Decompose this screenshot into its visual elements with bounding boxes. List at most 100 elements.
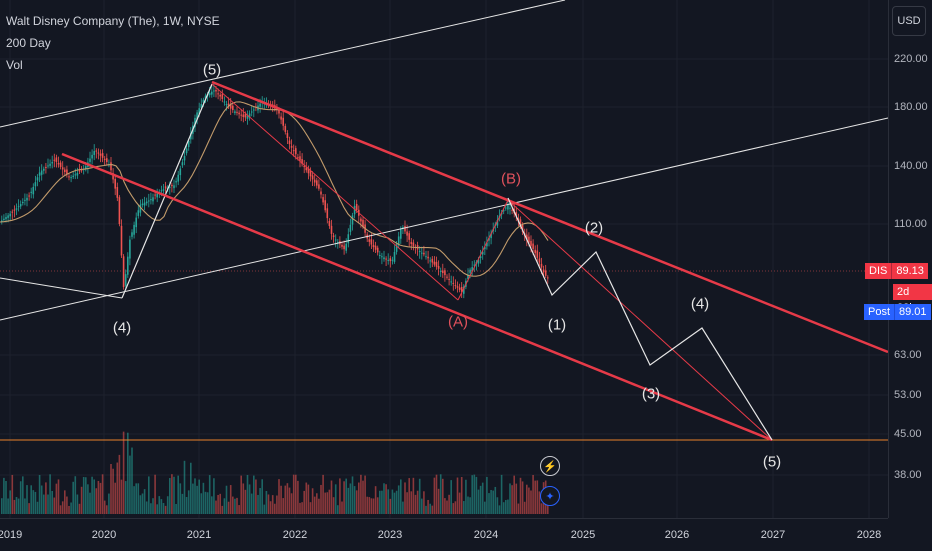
volume-bar: [139, 495, 142, 514]
volume-bar: [511, 485, 513, 514]
candle-body: [1, 220, 3, 222]
candle-body: [307, 168, 310, 174]
volume-bar: [526, 484, 528, 514]
candle-body: [488, 238, 490, 241]
candle-body: [28, 195, 30, 197]
volume-bar: [334, 484, 337, 514]
candle-body: [219, 94, 221, 97]
candle-body: [190, 133, 192, 140]
volume-bar: [202, 482, 205, 514]
candle-body: [526, 234, 528, 240]
candle-body: [248, 113, 251, 118]
candle-body: [137, 210, 140, 216]
volume-bar: [24, 498, 26, 514]
volume-bar: [45, 482, 47, 514]
volume-bar: [148, 476, 150, 514]
candle-body: [175, 181, 177, 183]
volume-bar: [257, 494, 259, 514]
volume-bar: [303, 490, 305, 514]
volume-bar: [435, 474, 438, 514]
volume-bar: [156, 504, 158, 514]
volume-bar: [211, 496, 213, 514]
candle-body: [534, 249, 536, 254]
candle-body: [427, 256, 429, 259]
candle-body: [173, 185, 175, 189]
candle-body: [11, 211, 14, 213]
currency-button[interactable]: USD: [892, 6, 926, 36]
candle-body: [99, 153, 102, 156]
volume-bars: [1, 431, 549, 514]
candle-body: [324, 200, 326, 211]
sparkle-icon[interactable]: ✦: [540, 486, 560, 506]
candle-body: [316, 180, 318, 186]
candle-body: [3, 218, 5, 220]
volume-bar: [284, 485, 287, 514]
volume-bar: [521, 481, 524, 514]
candle-body: [135, 217, 137, 228]
volume-bar: [110, 463, 112, 514]
candle-body: [124, 274, 127, 286]
candle-body: [320, 191, 322, 195]
volume-bar: [393, 492, 396, 514]
volume-bar: [330, 480, 333, 514]
volume-bar: [313, 496, 316, 514]
candle-body: [116, 187, 119, 198]
candle-body: [13, 209, 16, 211]
candle-body: [309, 170, 312, 177]
candle-body: [162, 189, 165, 191]
volume-bar: [64, 490, 66, 514]
lightning-icon[interactable]: ⚡: [540, 456, 560, 476]
candle-body: [110, 162, 112, 171]
candle-body: [246, 115, 249, 119]
volume-bar: [406, 492, 408, 514]
volume-bar: [38, 475, 41, 514]
volume-bar: [80, 486, 83, 514]
volume-bar: [379, 490, 381, 514]
candle-body: [479, 256, 482, 259]
candles: [1, 83, 549, 299]
candle-body: [208, 92, 211, 96]
volume-bar: [309, 502, 312, 514]
volume-bar: [418, 478, 421, 514]
volume-bar: [437, 488, 440, 514]
candle-body: [328, 221, 331, 226]
last-price-tag: DIS 89.13: [865, 263, 928, 279]
price-tick: 220.00: [894, 53, 928, 65]
wave-label-3: (3): [641, 385, 661, 403]
candle-body: [547, 277, 549, 279]
volume-bar: [444, 498, 446, 514]
candle-body: [169, 186, 171, 188]
candle-body: [326, 208, 329, 219]
candle-body: [452, 282, 455, 284]
candle-body: [423, 252, 425, 255]
volume-bar: [250, 493, 253, 514]
candle-body: [280, 116, 282, 120]
volume-bar: [131, 447, 133, 514]
volume-bar: [59, 505, 62, 514]
time-axis[interactable]: [0, 518, 888, 551]
candle-body: [36, 177, 39, 181]
volume-bar: [160, 499, 163, 514]
price-axis[interactable]: [888, 0, 932, 518]
volume-bar: [57, 479, 60, 514]
volume-bar: [421, 498, 423, 514]
candle-body: [160, 190, 163, 192]
volume-bar: [175, 503, 177, 514]
volume-bar: [32, 490, 35, 514]
volume-bar: [152, 498, 154, 514]
candle-body: [393, 252, 396, 262]
volume-bar: [540, 503, 543, 514]
volume-bar: [61, 501, 64, 514]
impulse-wave-line: [121, 83, 213, 299]
candle-body: [418, 251, 421, 253]
volume-bar: [89, 492, 91, 514]
volume-bar: [446, 500, 448, 514]
volume-bar: [236, 497, 238, 514]
candle-body: [528, 236, 530, 243]
volume-bar: [253, 475, 255, 514]
candle-body: [446, 276, 448, 278]
volume-bar: [385, 484, 387, 514]
volume-bar: [454, 501, 457, 514]
volume-bar: [190, 462, 192, 514]
